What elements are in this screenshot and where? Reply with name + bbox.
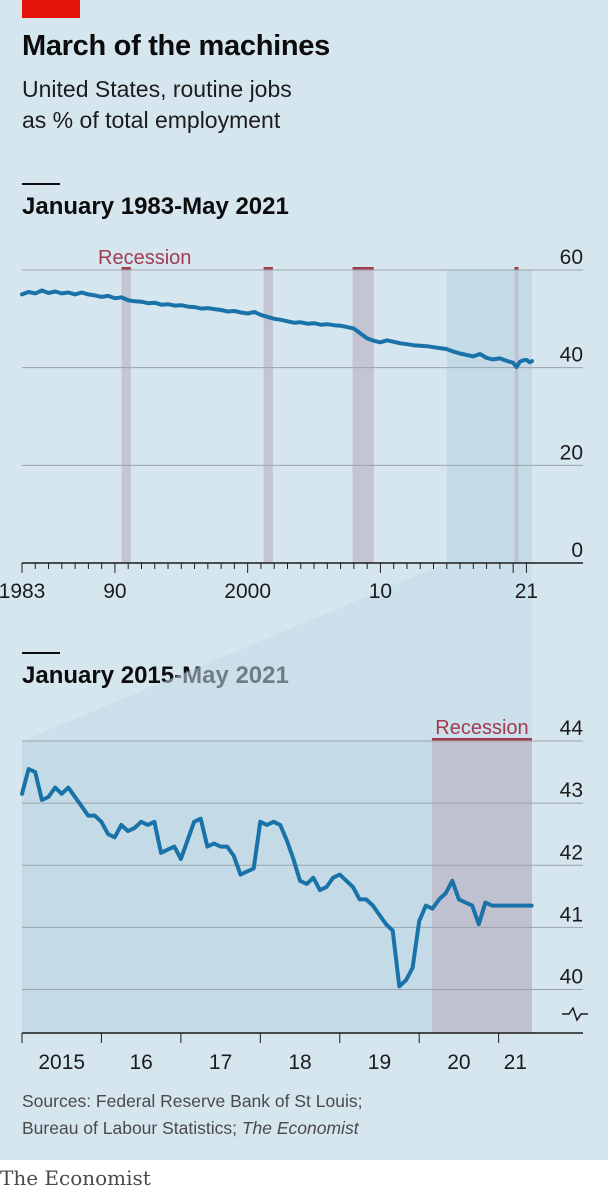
subhead-rule-top: [22, 183, 60, 185]
x-tick-label: 21: [515, 580, 538, 603]
x-tick-label: 17: [209, 1051, 232, 1074]
recession-label-top: Recession: [98, 247, 191, 269]
x-tick-label: 20: [447, 1051, 470, 1074]
y-tick-label: 0: [571, 539, 583, 562]
y-tick-label: 44: [560, 717, 584, 740]
sources-line-1: Sources: Federal Reserve Bank of St Loui…: [22, 1091, 363, 1111]
recession-marker: [121, 267, 131, 270]
subhead-rule-bottom: [22, 652, 60, 654]
subtitle-line-1: United States, routine jobs: [22, 76, 292, 102]
economist-brand: The Economist: [0, 1166, 151, 1190]
sources-note: Sources: Federal Reserve Bank of St Loui…: [22, 1088, 592, 1142]
x-tick-label: 19: [368, 1051, 391, 1074]
charts-svg: Recession 0 20 40 60 1983 90 2000 10 21 Recession 4…: [0, 246, 588, 1074]
zoom-connector: [22, 563, 532, 741]
chart-subtitle: United States, routine jobs as % of tota…: [22, 74, 442, 136]
economist-red-tag: [22, 0, 80, 18]
y-tick-label: 43: [560, 779, 583, 802]
y-tick-label: 40: [560, 966, 583, 989]
x-tick-label: 16: [129, 1051, 152, 1074]
y-tick-label: 40: [560, 344, 583, 367]
recession-band: [352, 270, 374, 563]
y-tick-label: 42: [560, 841, 583, 864]
y-tick-label: 41: [560, 903, 583, 926]
subtitle-line-2: as % of total employment: [22, 107, 281, 133]
x-tick-label: 1983: [0, 580, 45, 603]
x-tick-label: 18: [288, 1051, 311, 1074]
recession-marker: [514, 267, 519, 270]
sources-italic: The Economist: [241, 1118, 359, 1138]
recession-band: [121, 270, 131, 563]
recession-label-bottom: Recession: [435, 717, 528, 739]
recession-band: [263, 270, 273, 563]
x-tick-label: 10: [369, 580, 392, 603]
y-tick-label: 60: [560, 246, 583, 269]
recession-marker: [431, 738, 532, 741]
recession-marker: [352, 267, 374, 270]
x-tick-label: 90: [103, 580, 126, 603]
sources-line-2: Bureau of Labour Statistics; The Economi…: [22, 1115, 592, 1142]
axis-break-icon: [562, 1006, 588, 1022]
zoom-window: [446, 270, 532, 563]
x-tick-label: 2015: [38, 1051, 85, 1074]
sources-line-2-text: Bureau of Labour Statistics;: [22, 1118, 242, 1138]
x-tick-label: 21: [504, 1051, 527, 1074]
chart-title: March of the machines: [22, 30, 330, 62]
recession-marker: [263, 267, 273, 270]
x-tick-label: 2000: [224, 580, 271, 603]
recession-band: [514, 270, 519, 563]
top-chart-title: January 1983-May 2021: [22, 193, 289, 220]
series-line-top: [20, 288, 534, 370]
y-tick-label: 20: [560, 441, 583, 464]
series-line-bottom: [20, 767, 534, 989]
